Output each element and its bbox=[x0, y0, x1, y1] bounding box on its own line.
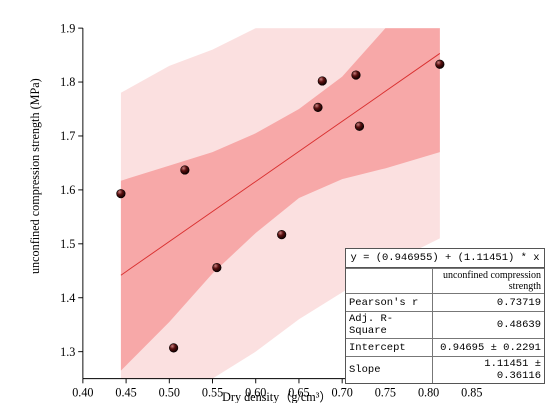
stats-row: Pearson's r 0.73719 bbox=[346, 293, 544, 312]
regression-stats-table: y = (0.946955) + (1.11451) * x unconfine… bbox=[345, 248, 545, 384]
data-point bbox=[351, 70, 361, 80]
stats-value: 0.94695 ± 0.2291 bbox=[432, 338, 544, 357]
x-tick-label: 0.40 bbox=[72, 385, 93, 399]
y-axis-label: unconfined compression strength (MPa) bbox=[28, 78, 42, 274]
fit-line-layer bbox=[120, 53, 441, 276]
data-point bbox=[116, 189, 126, 199]
stats-column-header: unconfined compression strength bbox=[432, 268, 544, 294]
stats-key: Pearson's r bbox=[346, 293, 433, 312]
x-tick-label: 0.55 bbox=[202, 385, 223, 399]
x-tick-label: 0.65 bbox=[288, 385, 309, 399]
x-tick-label: 0.80 bbox=[418, 385, 439, 399]
y-tick-label: 1.8 bbox=[60, 75, 75, 89]
data-point bbox=[212, 262, 222, 273]
stats-row: Intercept 0.94695 ± 0.2291 bbox=[346, 338, 544, 357]
data-point bbox=[169, 343, 179, 353]
data-point bbox=[317, 76, 327, 86]
y-tick-label: 1.5 bbox=[60, 237, 75, 251]
x-tick-label: 0.75 bbox=[375, 385, 396, 399]
x-tick-label: 0.70 bbox=[332, 385, 353, 399]
stats-key: Slope bbox=[346, 356, 433, 383]
x-axis-label: Dry density（g/cm³） bbox=[222, 390, 331, 403]
confidence-band bbox=[120, 28, 440, 371]
data-point bbox=[354, 121, 365, 131]
data-point bbox=[313, 102, 323, 112]
stats-value: 0.48639 bbox=[432, 311, 544, 339]
stats-key: Adj. R-Square bbox=[346, 311, 433, 339]
stats-row: Adj. R-Square 0.48639 bbox=[346, 311, 544, 339]
stats-header-empty bbox=[346, 268, 433, 294]
x-tick-label: 0.60 bbox=[245, 385, 266, 399]
x-ticks: 0.40 0.45 0.50 0.55 0.60 0.65 0.70 0.75 0.80 0.85 bbox=[72, 378, 482, 399]
bands-layer bbox=[120, 28, 440, 379]
y-tick-label: 1.3 bbox=[60, 345, 75, 359]
data-point bbox=[435, 59, 445, 69]
stats-value: 0.73719 bbox=[432, 293, 544, 312]
y-ticks: 1.3 1.4 1.5 1.6 1.7 1.8 1.9 bbox=[60, 21, 83, 359]
stats-value: 1.11451 ± 0.36116 bbox=[432, 356, 544, 383]
y-tick-label: 1.7 bbox=[60, 129, 75, 143]
x-tick-label: 0.50 bbox=[159, 385, 180, 399]
fit-equation: y = (0.946955) + (1.11451) * x bbox=[346, 249, 544, 268]
points-layer bbox=[116, 59, 445, 353]
stats-table: unconfined compression strength Pearson'… bbox=[346, 268, 544, 383]
fit-line bbox=[120, 53, 441, 276]
stats-row: Slope 1.11451 ± 0.36116 bbox=[346, 356, 544, 383]
y-tick-label: 1.4 bbox=[60, 291, 75, 305]
data-point bbox=[180, 165, 190, 175]
y-tick-label: 1.6 bbox=[60, 183, 75, 197]
stats-key: Intercept bbox=[346, 338, 433, 357]
x-tick-label: 0.85 bbox=[461, 385, 482, 399]
x-tick-label: 0.45 bbox=[115, 385, 136, 399]
data-point bbox=[277, 230, 287, 240]
y-tick-label: 1.9 bbox=[60, 21, 75, 35]
stats-header-row: unconfined compression strength bbox=[346, 268, 544, 294]
